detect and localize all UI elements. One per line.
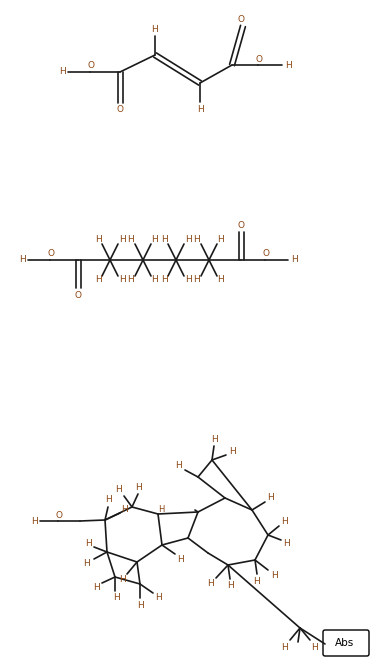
- Text: O: O: [238, 221, 245, 229]
- Text: H: H: [119, 576, 125, 584]
- Text: H: H: [227, 582, 233, 590]
- Text: O: O: [75, 291, 82, 299]
- Text: H: H: [282, 643, 288, 652]
- Text: H: H: [185, 236, 192, 244]
- Text: H: H: [95, 236, 101, 244]
- Text: H: H: [128, 276, 134, 285]
- Text: H: H: [284, 60, 291, 70]
- Text: H: H: [119, 276, 125, 285]
- Text: O: O: [238, 15, 245, 23]
- Text: H: H: [119, 236, 125, 244]
- Text: H: H: [194, 276, 200, 285]
- Text: H: H: [116, 486, 122, 495]
- Text: H: H: [211, 435, 217, 444]
- Text: H: H: [84, 558, 91, 568]
- Text: O: O: [116, 105, 123, 115]
- Text: H: H: [95, 276, 101, 285]
- Text: H: H: [135, 482, 142, 491]
- Text: H: H: [31, 517, 38, 525]
- Text: H: H: [253, 576, 260, 586]
- Text: H: H: [271, 570, 277, 580]
- Text: O: O: [55, 511, 62, 519]
- Text: H: H: [194, 236, 200, 244]
- Text: H: H: [178, 554, 184, 564]
- Text: H: H: [217, 236, 224, 244]
- Text: H: H: [176, 462, 182, 470]
- Text: H: H: [152, 276, 158, 285]
- Text: O: O: [255, 54, 262, 64]
- Text: H: H: [197, 105, 204, 113]
- Text: O: O: [262, 250, 269, 258]
- Text: O: O: [87, 62, 94, 70]
- Text: H: H: [19, 256, 26, 264]
- FancyBboxPatch shape: [323, 630, 369, 656]
- Text: H: H: [85, 539, 91, 548]
- Text: H: H: [161, 236, 167, 244]
- Text: H: H: [92, 582, 99, 592]
- Text: H: H: [122, 505, 128, 513]
- Text: H: H: [158, 505, 164, 513]
- Text: H: H: [217, 276, 224, 285]
- Text: H: H: [152, 236, 158, 244]
- Text: Abs: Abs: [336, 638, 354, 648]
- Text: H: H: [207, 580, 213, 588]
- Text: H: H: [229, 448, 235, 456]
- Text: H: H: [312, 643, 319, 652]
- Text: H: H: [138, 601, 144, 609]
- Text: H: H: [185, 276, 192, 285]
- Text: H: H: [282, 517, 288, 527]
- Text: O: O: [48, 250, 55, 258]
- Text: H: H: [104, 495, 111, 505]
- Text: H: H: [284, 539, 290, 548]
- Text: H: H: [268, 493, 274, 503]
- Text: H: H: [291, 256, 297, 264]
- Text: H: H: [161, 276, 167, 285]
- Text: H: H: [156, 594, 163, 603]
- Text: H: H: [152, 25, 158, 34]
- Text: H: H: [128, 236, 134, 244]
- Text: H: H: [58, 68, 65, 76]
- Text: H: H: [113, 594, 119, 603]
